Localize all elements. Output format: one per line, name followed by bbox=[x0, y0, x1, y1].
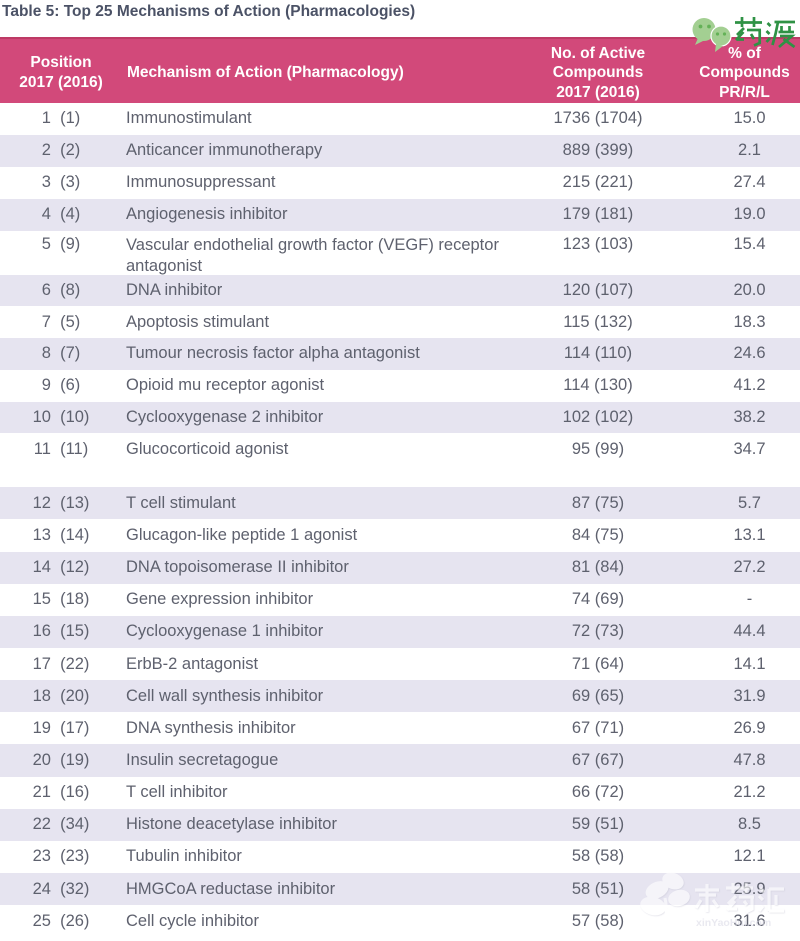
svg-text:xinYaoHui.com: xinYaoHui.com bbox=[696, 917, 771, 929]
